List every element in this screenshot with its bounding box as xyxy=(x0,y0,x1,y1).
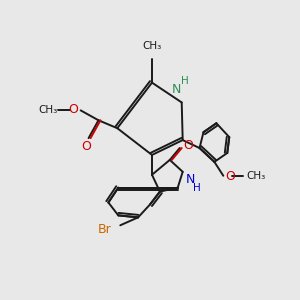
Text: O: O xyxy=(82,140,92,152)
Text: O: O xyxy=(225,170,235,183)
Text: O: O xyxy=(184,139,194,152)
Text: H: H xyxy=(181,76,189,85)
Text: CH₃: CH₃ xyxy=(246,171,266,181)
Text: N: N xyxy=(186,173,195,186)
Text: H: H xyxy=(193,183,200,193)
Text: N: N xyxy=(172,83,182,96)
Text: O: O xyxy=(68,103,78,116)
Text: CH₃: CH₃ xyxy=(38,105,58,116)
Text: CH₃: CH₃ xyxy=(142,41,162,51)
Text: Br: Br xyxy=(98,223,111,236)
